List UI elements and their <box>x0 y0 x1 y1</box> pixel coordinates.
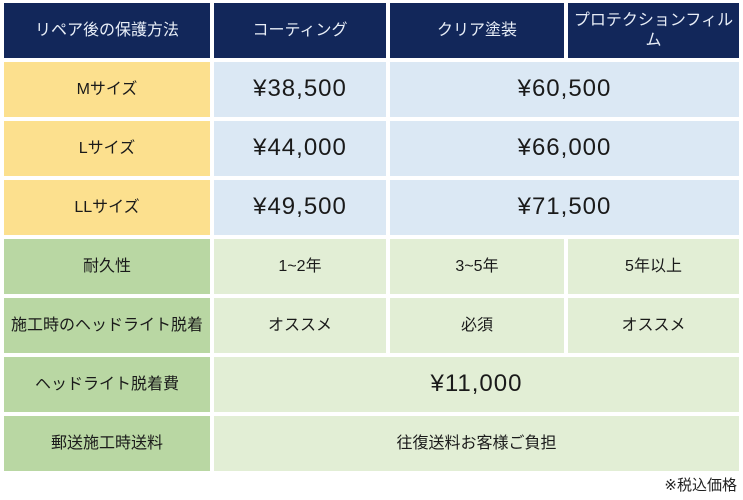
label-mail-in-shipping: 郵送施工時送料 <box>4 416 210 471</box>
durability-coating: 1~2年 <box>214 239 386 294</box>
headlight-removal-coating: オススメ <box>214 298 386 353</box>
price-m-coating: ¥38,500 <box>214 62 386 117</box>
header-coating: コーティング <box>214 3 386 58</box>
label-headlight-removal-fee: ヘッドライト脱着費 <box>4 357 210 412</box>
price-m-clear-film: ¥60,500 <box>390 62 739 117</box>
headlight-removal-protection-film: オススメ <box>568 298 739 353</box>
price-ll-coating: ¥49,500 <box>214 180 386 235</box>
header-clear-paint: クリア塗装 <box>390 3 564 58</box>
header-protection-film: プロテクションフィルム <box>568 3 739 58</box>
size-label-m: Mサイズ <box>4 62 210 117</box>
price-l-clear-film: ¥66,000 <box>390 121 739 176</box>
size-label-l: Lサイズ <box>4 121 210 176</box>
durability-clear-paint: 3~5年 <box>390 239 564 294</box>
value-mail-in-shipping: 往復送料お客様ご負担 <box>214 416 739 471</box>
size-label-ll: LLサイズ <box>4 180 210 235</box>
header-protection-method: リペア後の保護方法 <box>4 3 210 58</box>
price-l-coating: ¥44,000 <box>214 121 386 176</box>
headlight-repair-pricing-table: リペア後の保護方法 コーティング クリア塗装 プロテクションフィルム Mサイズ … <box>4 3 739 471</box>
spec-label-durability: 耐久性 <box>4 239 210 294</box>
headlight-removal-clear-paint: 必須 <box>390 298 564 353</box>
price-ll-clear-film: ¥71,500 <box>390 180 739 235</box>
value-headlight-removal-fee: ¥11,000 <box>214 357 739 412</box>
spec-label-headlight-removal: 施工時のヘッドライト脱着 <box>4 298 210 353</box>
tax-included-note: ※税込価格 <box>664 477 737 494</box>
durability-protection-film: 5年以上 <box>568 239 739 294</box>
